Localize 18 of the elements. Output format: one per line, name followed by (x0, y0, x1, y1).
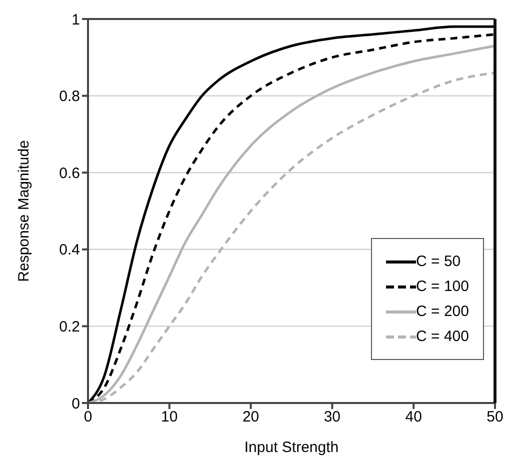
y-tick-label: 1 (72, 11, 80, 28)
y-tick-label: 0 (72, 395, 80, 412)
x-tick-label: 0 (84, 408, 92, 426)
y-axis-title: Response Magnitude (15, 140, 32, 282)
x-tick-label: 10 (161, 408, 178, 426)
x-tick-label: 30 (324, 408, 341, 426)
legend-label: C = 400 (416, 328, 469, 345)
x-tick-label: 20 (242, 408, 260, 426)
y-tick-label: 0.2 (59, 318, 80, 336)
y-tick-label: 0.8 (59, 88, 80, 106)
legend-label: C = 100 (416, 278, 469, 295)
x-axis-title: Input Strength (244, 439, 339, 456)
y-tick-label: 0.6 (59, 164, 80, 182)
x-tick-label: 40 (405, 408, 422, 426)
legend-label: C = 200 (416, 303, 469, 320)
legend-label: C = 50 (416, 253, 461, 270)
x-tick-label: 50 (486, 408, 504, 426)
y-tick-label: 0.4 (59, 242, 80, 259)
